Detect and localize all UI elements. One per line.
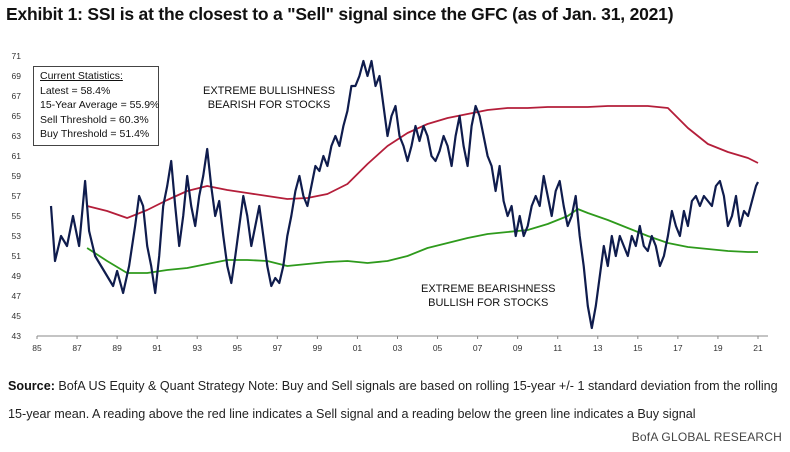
ssi-chart: 43 45 47 49 51 53 55 57 59 61 63 65 67 69 71 85 87 89 91 93… [12, 51, 768, 353]
current-statistics-box: Current Statistics: Latest = 58.4% 15-Ye… [33, 66, 159, 146]
y-tick-label: 45 [12, 311, 22, 321]
y-tick-label: 43 [12, 331, 22, 341]
x-tick-label: 13 [593, 343, 603, 353]
x-tick-label: 15 [633, 343, 643, 353]
stat-15y-average: 15-Year Average = 55.9% [40, 99, 160, 112]
x-tick-label: 05 [433, 343, 443, 353]
source-label: Source: [8, 379, 55, 393]
x-tick-label: 07 [473, 343, 483, 353]
stats-header: Current Statistics: [40, 70, 123, 82]
x-tick-label: 17 [673, 343, 683, 353]
y-tick-label: 55 [12, 211, 22, 221]
x-tick-label: 01 [353, 343, 363, 353]
x-tick-label: 03 [393, 343, 403, 353]
x-tick-label: 19 [713, 343, 723, 353]
chart-lines [49, 59, 759, 330]
ssi-line [49, 59, 759, 330]
y-tick-label: 65 [12, 111, 22, 121]
x-tick-label: 87 [72, 343, 82, 353]
y-tick-label: 63 [12, 131, 22, 141]
x-tick-label: 97 [273, 343, 283, 353]
annotation-extreme-bearishness: EXTREME BEARISHNESS BULLISH FOR STOCKS [421, 283, 556, 309]
footer-brand: BofA GLOBAL RESEARCH [631, 430, 782, 444]
y-tick-label: 69 [12, 71, 22, 81]
y-tick-label: 57 [12, 191, 22, 201]
x-tick-label: 93 [192, 343, 202, 353]
y-tick-label: 51 [12, 251, 22, 261]
x-tick-label: 11 [553, 343, 562, 353]
y-tick-label: 47 [12, 291, 22, 301]
x-tick-label: 21 [753, 343, 763, 353]
x-tick-label: 89 [112, 343, 122, 353]
stat-buy-threshold: Buy Threshold = 51.4% [40, 128, 150, 141]
y-tick-label: 49 [12, 271, 22, 281]
buy-line [86, 208, 758, 274]
sell-line [86, 105, 759, 219]
stat-sell-threshold: Sell Threshold = 60.3% [40, 113, 149, 126]
x-tick-label: 99 [313, 343, 323, 353]
page-title: Exhibit 1: SSI is at the closest to a "S… [6, 4, 674, 24]
source-text: BofA US Equity & Quant Strategy Note: Bu… [8, 379, 778, 421]
y-tick-label: 67 [12, 91, 22, 101]
stat-latest: Latest = 58.4% [40, 84, 111, 97]
x-tick-label: 91 [152, 343, 162, 353]
annotation-extreme-bullishness: EXTREME BULLISHNESS BEARISH FOR STOCKS [203, 85, 336, 111]
y-tick-label: 59 [12, 171, 22, 181]
x-tick-label: 95 [233, 343, 243, 353]
x-tick-label: 09 [513, 343, 523, 353]
x-tick-label: 85 [32, 343, 42, 353]
y-tick-label: 71 [12, 51, 22, 61]
y-tick-label: 61 [12, 151, 22, 161]
y-tick-label: 53 [12, 231, 22, 241]
chart-axis: 43 45 47 49 51 53 55 57 59 61 63 65 67 69 71 85 87 89 91 93… [12, 51, 768, 353]
source-note: Source: BofA US Equity & Quant Strategy … [8, 372, 784, 428]
